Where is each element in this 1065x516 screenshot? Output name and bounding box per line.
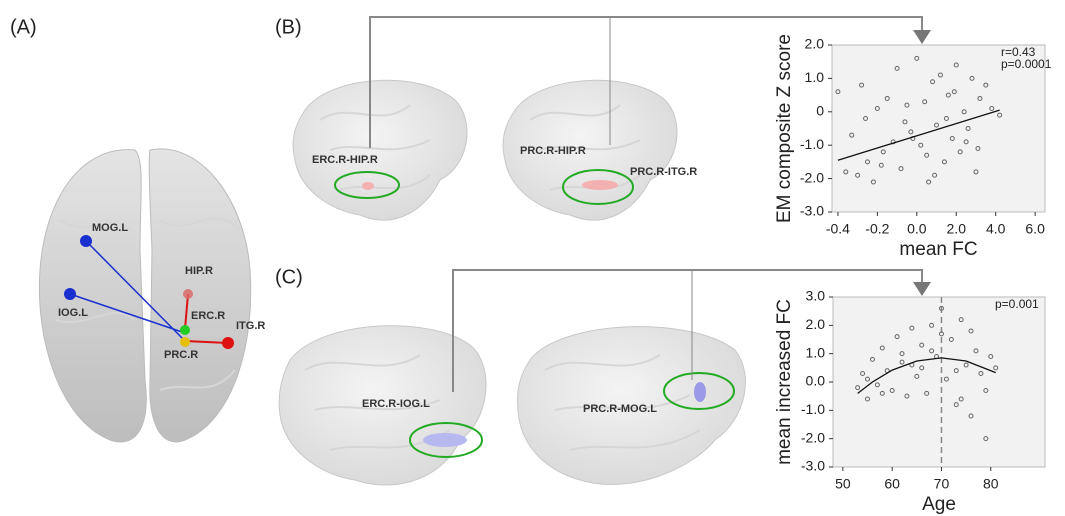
panel-label: (A) [10, 16, 37, 38]
region-label: ERC.R-IOG.L [362, 398, 430, 410]
y-tick-label: 0.0 [806, 373, 826, 389]
node-label: PRC.R [164, 349, 198, 361]
page: (A) (B) (C) MOG.L IOG.L HIP.R ERC.R ITG.… [0, 0, 1065, 516]
y-tick-label: -2.0 [801, 429, 825, 445]
x-tick-label: 2.0 [947, 221, 967, 237]
y-tick-label: 3.0 [806, 288, 826, 304]
x-axis-label: Age [922, 494, 956, 515]
annotation: p=0.001 [995, 297, 1039, 311]
y-tick-label: 2.0 [806, 316, 826, 332]
panel-a-brain [39, 149, 250, 442]
x-tick-label: -0.4 [826, 221, 850, 237]
node-label: HIP.R [185, 265, 213, 277]
y-axis-label: EM composite Z score [774, 34, 795, 223]
y-tick-label: -1.0 [800, 136, 824, 152]
node-label: IOG.L [58, 307, 88, 319]
y-axis-label: mean increased FC [774, 299, 795, 465]
y-tick-label: -1.0 [801, 401, 825, 417]
x-tick-label: 60 [884, 476, 900, 492]
panel-label: (C) [275, 266, 303, 288]
x-tick-label: 80 [983, 476, 999, 492]
panel-label: (B) [275, 16, 302, 38]
y-tick-label: 1.0 [805, 69, 825, 85]
y-tick-label: -2.0 [800, 169, 824, 185]
x-tick-label: 0.0 [907, 221, 927, 237]
y-tick-label: -3.0 [801, 458, 825, 474]
plot-area [833, 297, 1045, 467]
y-tick-label: 1.0 [806, 344, 826, 360]
x-axis-label: mean FC [899, 239, 977, 260]
node-label: ERC.R [191, 310, 225, 322]
x-tick-label: 50 [835, 476, 851, 492]
x-tick-label: -0.2 [865, 221, 889, 237]
x-tick-label: 6.0 [1025, 221, 1045, 237]
y-tick-label: -3.0 [800, 203, 824, 219]
x-tick-label: 4.0 [986, 221, 1006, 237]
region-label: PRC.R-MOG.L [583, 403, 657, 415]
node-label: MOG.L [92, 222, 128, 234]
annotation: p=0.0001 [1001, 57, 1052, 71]
node-label: ITG.R [236, 320, 265, 332]
x-tick-label: 70 [934, 476, 950, 492]
region-label: PRC.R-HIP.R [520, 145, 586, 157]
region-label: ERC.R-HIP.R [312, 154, 378, 166]
figure: (A) (B) (C) MOG.L IOG.L HIP.R ERC.R ITG.… [0, 0, 1065, 516]
y-tick-label: 0 [816, 103, 824, 119]
y-tick-label: 2.0 [805, 36, 825, 52]
region-label: PRC.R-ITG.R [630, 166, 697, 178]
